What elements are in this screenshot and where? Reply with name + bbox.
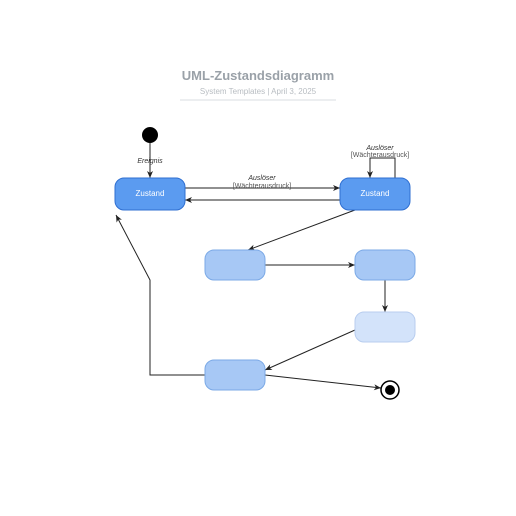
state-node-n5 bbox=[355, 312, 415, 342]
edge-label-e_z1_z2: Auslöser bbox=[247, 175, 276, 182]
state-label-z2: Zustand bbox=[361, 189, 390, 198]
uml-state-diagram: UML-Zustandsdiagramm System Templates | … bbox=[0, 0, 516, 516]
initial-state bbox=[142, 127, 158, 143]
diagram-title: UML-Zustandsdiagramm bbox=[182, 68, 334, 83]
edge-e_n6_fin bbox=[265, 375, 381, 388]
edge-e_n5_n6 bbox=[265, 330, 355, 370]
state-node-n3 bbox=[205, 250, 265, 280]
edge-e_n6_z1 bbox=[116, 215, 205, 375]
edge-label-e_self: Auslöser bbox=[365, 145, 394, 152]
edge-e_z2_n3 bbox=[248, 210, 355, 250]
diagram-subtitle: System Templates | April 3, 2025 bbox=[200, 87, 317, 96]
final-state-dot bbox=[385, 385, 395, 395]
edge-sublabel-e_self: [Wächterausdruck] bbox=[351, 152, 409, 159]
edge-sublabel-e_z1_z2: [Wächterausdruck] bbox=[233, 183, 291, 190]
edge-e_self bbox=[370, 158, 395, 178]
state-node-n6 bbox=[205, 360, 265, 390]
state-node-n4 bbox=[355, 250, 415, 280]
edge-label-e_init: Ereignis bbox=[137, 158, 163, 165]
state-label-z1: Zustand bbox=[136, 189, 165, 198]
